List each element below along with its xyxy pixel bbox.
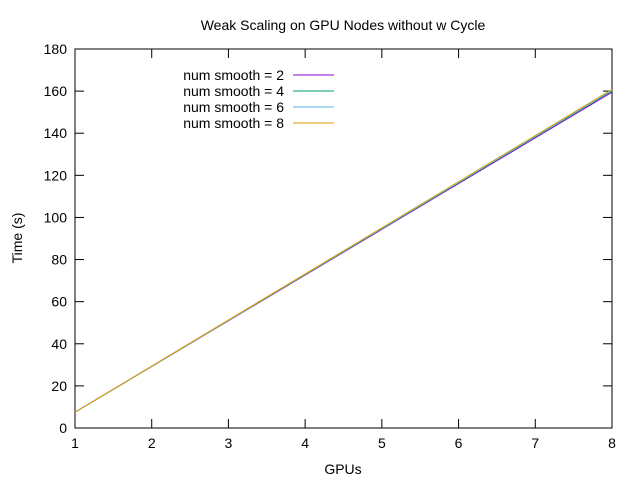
y-tick-label: 160 [44, 83, 68, 99]
x-tick-label: 5 [378, 435, 386, 451]
plot-frame [74, 48, 613, 429]
x-tick-label: 2 [148, 435, 156, 451]
series-line-4 [74, 88, 613, 413]
chart-title: Weak Scaling on GPU Nodes without w Cycl… [201, 17, 486, 33]
y-tick-label: 100 [44, 209, 68, 225]
y-tick-label: 120 [44, 167, 68, 183]
legend-label-3: num smooth = 6 [183, 99, 284, 115]
x-tick-label: 4 [301, 435, 309, 451]
legend-label-4: num smooth = 8 [183, 115, 284, 131]
legend-label-1: num smooth = 2 [183, 67, 284, 83]
x-tick-label: 3 [225, 435, 233, 451]
x-tick-label: 6 [455, 435, 463, 451]
y-tick-label: 20 [51, 378, 67, 394]
y-tick-label: 0 [59, 420, 67, 436]
x-tick-label: 8 [608, 435, 616, 451]
y-tick-label: 80 [51, 252, 67, 268]
x-tick-label: 7 [531, 435, 539, 451]
x-axis-label: GPUs [324, 461, 361, 477]
y-tick-label: 140 [44, 125, 68, 141]
series-lines [74, 88, 613, 413]
y-axis: 0 20 40 60 80 100 120 140 160 180 [44, 41, 612, 436]
x-axis: 1 2 3 4 5 6 7 8 [71, 49, 616, 451]
y-tick-label: 60 [51, 294, 67, 310]
y-tick-label: 40 [51, 336, 67, 352]
legend-label-2: num smooth = 4 [183, 83, 284, 99]
y-axis-label: Time (s) [9, 213, 25, 264]
x-tick-label: 1 [71, 435, 79, 451]
y-tick-label: 180 [44, 41, 68, 57]
